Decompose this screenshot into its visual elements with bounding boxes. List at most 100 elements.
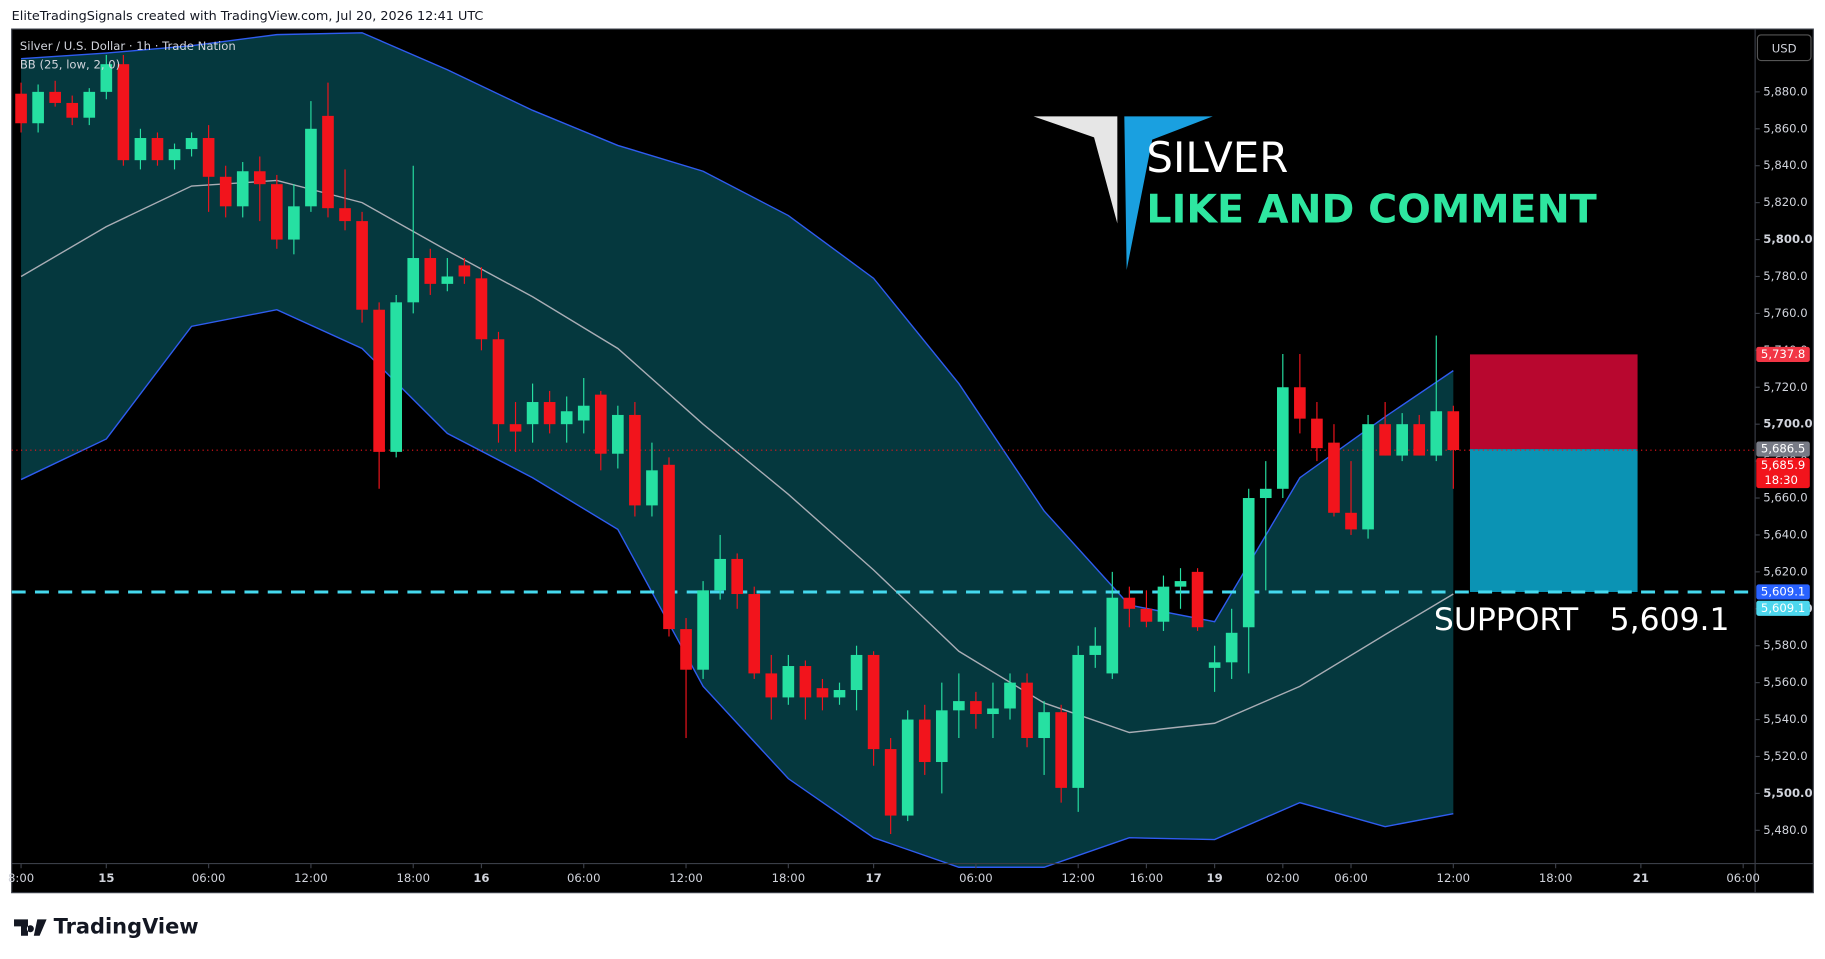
y-tick-label: 5,720.0 <box>1763 380 1807 394</box>
candle-body <box>987 708 999 715</box>
x-tick-label: 06:00 <box>1726 871 1760 885</box>
support-label: SUPPORT <box>1434 602 1579 638</box>
price-tag <box>1756 441 1810 457</box>
candle-body <box>288 206 300 240</box>
brand-logo <box>1033 116 1213 271</box>
price-tag <box>1756 600 1810 616</box>
symbol-legend: Silver / U.S. Dollar · 1h · Trade Nation <box>20 39 236 53</box>
y-tick-label: 5,840.0 <box>1763 158 1807 172</box>
candle-body <box>594 394 607 454</box>
candle-body <box>1294 387 1306 419</box>
candle-body <box>168 149 181 161</box>
y-tick-label: 5,880.0 <box>1763 84 1807 98</box>
y-tick-label: 5,820.0 <box>1763 195 1807 209</box>
candle-body <box>1208 662 1221 668</box>
annotation-cta: LIKE AND COMMENT <box>1146 186 1596 232</box>
candle-body <box>560 411 573 425</box>
candle-body <box>1089 645 1102 655</box>
candle-body <box>1157 586 1170 622</box>
candle-body <box>202 138 215 177</box>
x-tick-label: 18:00 <box>396 871 430 885</box>
candle-body <box>748 594 761 674</box>
currency-button[interactable] <box>1756 34 1812 62</box>
y-tick-label: 5,560.0 <box>1763 675 1807 689</box>
x-tick-label: 02:00 <box>1266 871 1300 885</box>
candle-body <box>117 64 130 161</box>
candle-body <box>32 91 44 124</box>
plot <box>11 32 1756 868</box>
candle-body <box>680 629 692 670</box>
price-tag-label: 5,609.1 <box>1761 584 1805 598</box>
y-tick-label: 5,640.0 <box>1763 527 1807 541</box>
support-value: 5,609.1 <box>1610 602 1730 638</box>
y-tick-label: 5,660.0 <box>1763 491 1807 505</box>
x-tick-label: 21 <box>1633 871 1649 885</box>
candle-body <box>15 93 27 124</box>
logo-right <box>1124 116 1213 271</box>
x-tick-label: 17 <box>866 871 882 885</box>
x-tick-label: 12:00 <box>1437 871 1471 885</box>
candle-body <box>49 91 61 103</box>
candle-body <box>1396 424 1408 456</box>
candle-body <box>339 208 351 222</box>
candle-body <box>100 64 113 92</box>
candle-body <box>509 424 522 432</box>
y-tick-label: 5,760.0 <box>1763 306 1807 320</box>
candle-body <box>1345 512 1357 530</box>
candle-body <box>458 265 471 277</box>
x-tick-label: 06:00 <box>1334 871 1368 885</box>
tradingview-brand: TradingView <box>14 915 199 939</box>
price-tag-countdown: 18:30 <box>1764 473 1798 487</box>
x-tick-label: 16 <box>473 871 489 885</box>
brand-icon <box>14 919 47 936</box>
candle-body <box>1140 608 1153 622</box>
x-tick-label: 12:00 <box>294 871 328 885</box>
candle-body <box>526 402 539 425</box>
candle-body <box>236 171 249 207</box>
candle-body <box>492 339 505 425</box>
bb-upper <box>21 32 1454 623</box>
candle-body <box>918 719 931 763</box>
candle-body <box>1379 424 1391 456</box>
candle-body <box>816 688 829 698</box>
candle-body <box>1276 387 1289 489</box>
candle-body <box>1174 581 1187 587</box>
x-tick-label: 12:00 <box>669 871 703 885</box>
y-tick-label: 5,480.0 <box>1763 823 1807 837</box>
candle-body <box>1004 682 1016 709</box>
candle-body <box>1328 442 1340 513</box>
y-tick-label: 5,860.0 <box>1763 121 1807 135</box>
candle-body <box>953 701 965 711</box>
x-tick-label: 06:00 <box>959 871 993 885</box>
candle-body <box>901 719 914 816</box>
candle-body <box>356 221 368 310</box>
y-tick-label: 5,700.0 <box>1763 417 1812 431</box>
price-tag-label: 5,737.8 <box>1761 347 1805 361</box>
candle-body <box>884 749 897 816</box>
candle-body <box>1311 418 1323 449</box>
candle-body <box>322 115 334 209</box>
candle-body <box>714 558 726 591</box>
y-tick-label: 5,800.0 <box>1763 232 1812 246</box>
candle-body <box>697 590 709 670</box>
candle-body <box>475 278 488 340</box>
candle-body <box>1430 411 1443 456</box>
y-tick-label: 5,540.0 <box>1763 712 1807 726</box>
candle-body <box>1413 424 1426 456</box>
brand-text: TradingView <box>54 915 199 939</box>
candle-body <box>646 470 658 506</box>
x-tick-label: 12:00 <box>1061 871 1095 885</box>
x-tick-label: 16:00 <box>1130 871 1164 885</box>
x-tick-label: 18:00 <box>772 871 806 885</box>
x-tick-label: 19 <box>1207 871 1223 885</box>
candle-body <box>219 176 232 207</box>
x-tick-label: 15 <box>98 871 114 885</box>
candle-body <box>833 690 846 698</box>
annotation-title: SILVER <box>1146 133 1288 182</box>
candle-body <box>850 654 863 691</box>
candle-body <box>271 184 283 240</box>
candle-body <box>1021 682 1033 739</box>
candle-body <box>1242 498 1255 628</box>
